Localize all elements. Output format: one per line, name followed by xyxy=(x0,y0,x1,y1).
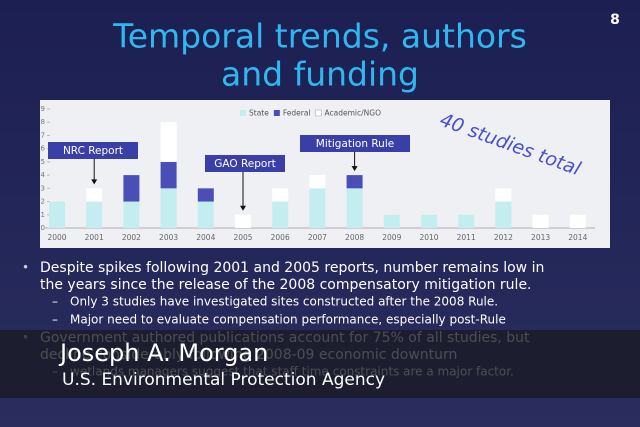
bar-segment xyxy=(495,201,512,228)
bar-segment xyxy=(383,214,400,228)
x-tick-label: 2012 xyxy=(494,233,513,242)
arrow-head xyxy=(351,166,358,172)
bar-segment xyxy=(495,188,512,202)
annotation-label: GAO Report xyxy=(214,158,276,170)
legend-swatch xyxy=(240,110,246,116)
x-tick-label: 2004 xyxy=(196,233,215,242)
x-tick-label: 2006 xyxy=(271,233,290,242)
y-tick-label: 3 xyxy=(41,184,45,192)
y-tick-label: 9 xyxy=(41,105,45,113)
bar-segment xyxy=(49,201,65,228)
y-tick-label: 0 xyxy=(41,224,45,232)
title: Temporal trends, authors xyxy=(112,17,527,56)
legend-swatch xyxy=(315,109,323,117)
x-tick-label: 2013 xyxy=(531,233,550,242)
legend-label: State xyxy=(249,109,269,118)
sub-bullet-text: Major need to evaluate compensation perf… xyxy=(70,313,506,327)
y-tick-label: 1 xyxy=(41,211,45,219)
annotation-box xyxy=(48,142,138,159)
bar-segment xyxy=(346,175,363,189)
bar-segment xyxy=(421,214,437,228)
sub-bullet-dash: – xyxy=(52,313,58,327)
legend-swatch xyxy=(273,110,280,116)
x-tick-label: 2010 xyxy=(419,233,438,242)
y-tick-label: 4 xyxy=(41,171,46,179)
x-tick-label: 2000 xyxy=(47,233,66,242)
bullet-dot: • xyxy=(22,261,29,275)
bar-segment xyxy=(309,188,326,228)
bar-segment xyxy=(569,214,586,228)
bar-segment xyxy=(235,214,251,228)
speaker-affiliation: U.S. Environmental Protection Agency xyxy=(62,370,385,390)
bar-segment xyxy=(309,175,326,189)
bar-segment xyxy=(160,188,177,228)
legend-label: Federal xyxy=(283,109,311,118)
speaker-name: Joseph A. Morgan xyxy=(58,339,268,367)
bar-segment xyxy=(272,188,289,202)
sub-bullet-dash: – xyxy=(52,295,58,309)
bar-segment xyxy=(123,175,140,202)
x-tick-label: 2008 xyxy=(345,233,364,242)
annotation-box xyxy=(205,155,285,172)
bullet-text: the years since the release of the 2008 … xyxy=(40,277,532,293)
y-tick-label: 8 xyxy=(41,118,45,126)
y-tick-label: 2 xyxy=(41,198,45,206)
x-tick-label: 2014 xyxy=(568,233,587,242)
x-tick-label: 2002 xyxy=(122,233,141,242)
annotation-box xyxy=(300,135,410,152)
legend-label: Academic/NGO xyxy=(325,109,382,118)
chart: 0 1 2 3 4 5 6 7 8 9 2000 2001 2002 2003 2004 2005 2006 20… xyxy=(41,105,595,242)
bar-segment xyxy=(123,201,140,228)
title: and funding xyxy=(221,55,419,94)
bar-segment xyxy=(458,214,475,228)
sub-bullet-text: Only 3 studies have investigated sites c… xyxy=(70,295,498,309)
x-tick-label: 2003 xyxy=(159,233,178,242)
x-tick-label: 2007 xyxy=(308,233,327,242)
bar-segment xyxy=(272,201,289,228)
speaker-overlay xyxy=(0,330,640,398)
x-tick-label: 2001 xyxy=(85,233,104,242)
y-tick-label: 6 xyxy=(41,145,46,153)
bullet-text: Despite spikes following 2001 and 2005 r… xyxy=(40,260,544,276)
bar-segment xyxy=(86,201,103,228)
bar-segment xyxy=(160,161,177,189)
annotation-label: Mitigation Rule xyxy=(316,138,394,150)
x-tick-label: 2011 xyxy=(457,233,476,242)
arrow-head xyxy=(240,205,246,211)
bar-segment xyxy=(197,201,214,228)
bar-segment xyxy=(532,214,549,228)
bar-segment xyxy=(197,188,214,202)
slide-number: 8 xyxy=(610,12,620,28)
arrow-head xyxy=(91,179,98,185)
bar-segment xyxy=(160,122,177,162)
bar-segment xyxy=(86,188,103,202)
x-tick-label: 2005 xyxy=(233,233,252,242)
y-tick-label: 7 xyxy=(41,131,45,139)
annotation-label: NRC Report xyxy=(63,145,123,157)
y-tick-label: 5 xyxy=(41,158,45,166)
bar-segment xyxy=(346,188,363,228)
x-tick-label: 2009 xyxy=(382,233,401,242)
